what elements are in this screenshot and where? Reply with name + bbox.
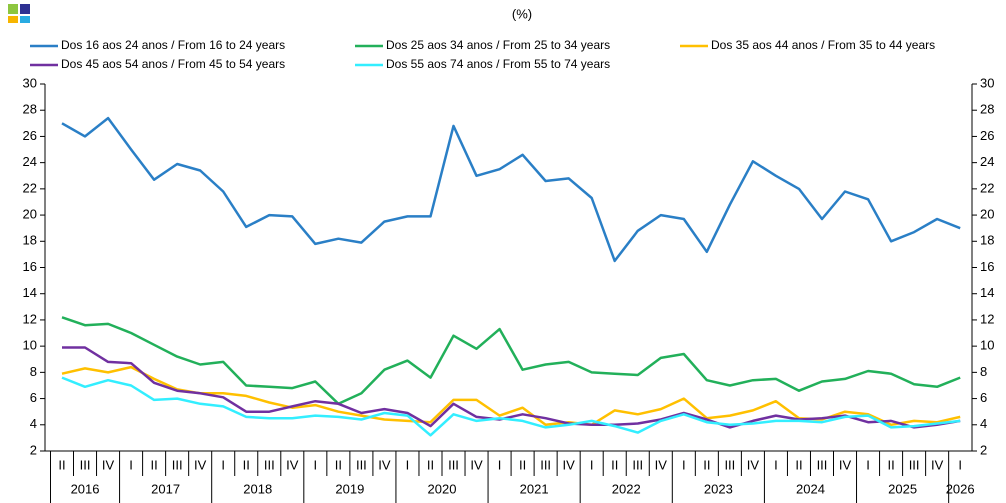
year-label: 2026 <box>946 481 975 496</box>
x-tick-label: III <box>356 457 367 472</box>
x-tick-label: II <box>151 457 158 472</box>
y2-tick-label: 4 <box>980 416 987 431</box>
year-label: 2019 <box>335 481 364 496</box>
x-tick-label: IV <box>747 457 760 472</box>
y2-tick-label: 6 <box>980 390 987 405</box>
x-tick-label: III <box>724 457 735 472</box>
y-tick-label: 26 <box>23 128 37 143</box>
y-tick-label: 14 <box>23 285 37 300</box>
y-tick-label: 22 <box>23 180 37 195</box>
x-tick-label: I <box>314 457 318 472</box>
series-line <box>62 346 961 429</box>
y2-tick-label: 30 <box>980 75 994 90</box>
x-tick-label: IV <box>470 457 483 472</box>
y2-tick-label: 16 <box>980 259 994 274</box>
x-tick-label: II <box>703 457 710 472</box>
x-tick-label: III <box>540 457 551 472</box>
x-tick-label: IV <box>378 457 391 472</box>
legend-label: Dos 55 aos 74 anos / From 55 to 74 years <box>386 57 610 71</box>
y2-tick-label: 22 <box>980 180 994 195</box>
x-tick-label: I <box>958 457 962 472</box>
x-tick-label: II <box>427 457 434 472</box>
series-line <box>61 316 961 406</box>
y-tick-label: 2 <box>30 442 37 457</box>
year-label: 2022 <box>612 481 641 496</box>
year-label: 2024 <box>796 481 825 496</box>
year-label: 2023 <box>704 481 733 496</box>
series-line <box>61 376 961 437</box>
y2-tick-label: 20 <box>980 207 994 222</box>
x-tick-label: I <box>590 457 594 472</box>
y2-tick-label: 24 <box>980 154 994 169</box>
x-tick-label: IV <box>563 457 576 472</box>
x-tick-label: II <box>58 457 65 472</box>
year-label: 2025 <box>888 481 917 496</box>
x-tick-label: III <box>264 457 275 472</box>
y2-tick-label: 18 <box>980 233 994 248</box>
y2-tick-label: 26 <box>980 128 994 143</box>
x-tick-label: III <box>817 457 828 472</box>
x-tick-label: III <box>172 457 183 472</box>
legend-label: Dos 16 aos 24 anos / From 16 to 24 years <box>61 38 285 52</box>
x-tick-label: I <box>221 457 225 472</box>
x-tick-label: II <box>243 457 250 472</box>
y2-tick-label: 10 <box>980 338 994 353</box>
y-tick-label: 28 <box>23 102 37 117</box>
y-tick-label: 16 <box>23 259 37 274</box>
legend-label: Dos 35 aos 44 anos / From 35 to 44 years <box>711 38 935 52</box>
x-tick-label: IV <box>931 457 944 472</box>
year-label: 2017 <box>151 481 180 496</box>
x-tick-label: IV <box>102 457 115 472</box>
y-tick-label: 8 <box>30 364 37 379</box>
x-tick-label: I <box>129 457 133 472</box>
x-tick-label: II <box>611 457 618 472</box>
y-tick-label: 30 <box>23 75 37 90</box>
y-tick-label: 10 <box>23 338 37 353</box>
y-tick-label: 24 <box>23 154 37 169</box>
x-tick-label: II <box>335 457 342 472</box>
x-tick-label: I <box>774 457 778 472</box>
y-tick-label: 20 <box>23 207 37 222</box>
y-tick-label: 6 <box>30 390 37 405</box>
year-label: 2020 <box>428 481 457 496</box>
year-label: 2018 <box>243 481 272 496</box>
x-tick-label: II <box>519 457 526 472</box>
x-tick-label: III <box>448 457 459 472</box>
y-tick-label: 4 <box>30 416 37 431</box>
x-tick-label: I <box>682 457 686 472</box>
x-tick-label: I <box>406 457 410 472</box>
x-tick-label: IV <box>655 457 668 472</box>
x-tick-label: III <box>632 457 643 472</box>
y-tick-label: 12 <box>23 311 37 326</box>
x-tick-label: I <box>866 457 870 472</box>
x-tick-label: III <box>909 457 920 472</box>
y2-tick-label: 8 <box>980 364 987 379</box>
x-tick-label: III <box>80 457 91 472</box>
y2-tick-label: 14 <box>980 285 994 300</box>
chart-subtitle: (%) <box>512 6 532 21</box>
year-label: 2021 <box>520 481 549 496</box>
x-tick-label: II <box>795 457 802 472</box>
y2-tick-label: 2 <box>980 442 987 457</box>
legend-label: Dos 45 aos 54 anos / From 45 to 54 years <box>61 57 285 71</box>
y2-tick-label: 12 <box>980 311 994 326</box>
legend-label: Dos 25 aos 34 anos / From 25 to 34 years <box>386 38 610 52</box>
y2-tick-label: 28 <box>980 102 994 117</box>
series-line <box>61 116 961 263</box>
x-tick-label: II <box>887 457 894 472</box>
x-tick-label: IV <box>839 457 852 472</box>
y-tick-label: 18 <box>23 233 37 248</box>
logo <box>8 4 30 23</box>
x-tick-label: IV <box>286 457 299 472</box>
year-label: 2016 <box>71 481 100 496</box>
x-tick-label: I <box>498 457 502 472</box>
x-tick-label: IV <box>194 457 207 472</box>
